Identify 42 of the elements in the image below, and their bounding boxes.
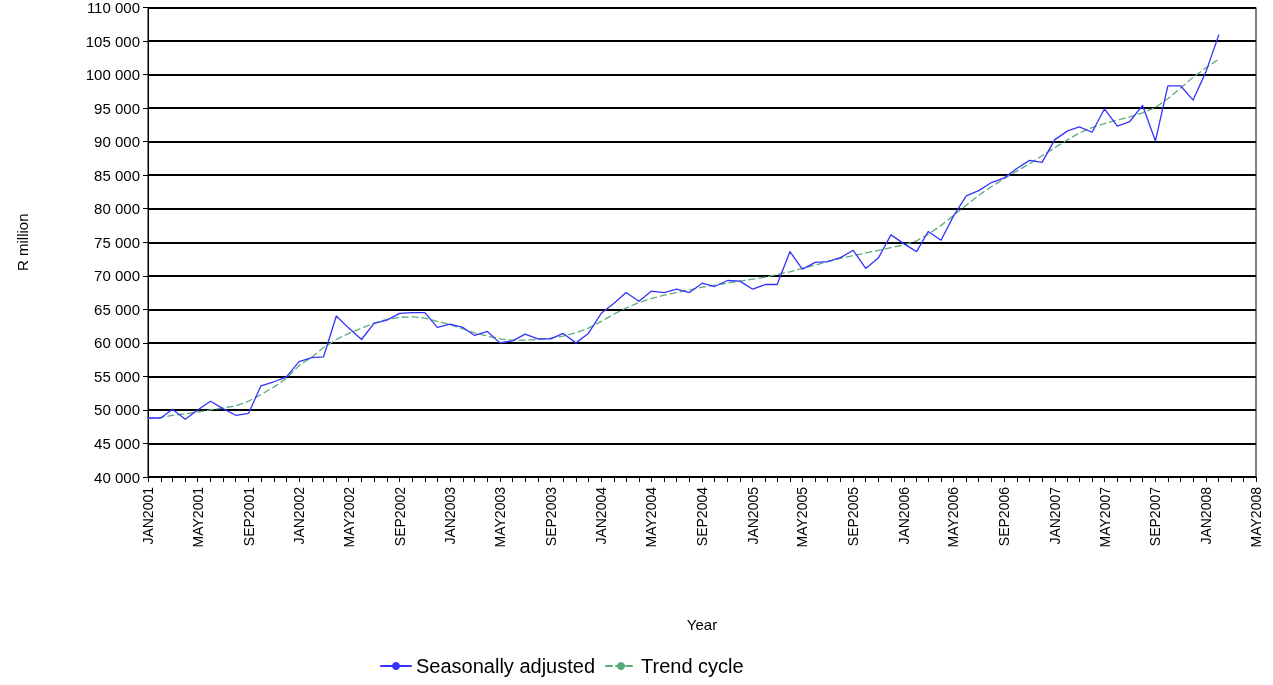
x-tick-label: MAY2008 bbox=[1248, 486, 1264, 548]
y-tick-label: 105 000 bbox=[85, 32, 140, 50]
y-tick-label: 55 000 bbox=[94, 367, 140, 385]
x-tick-label: SEP2005 bbox=[845, 486, 862, 547]
x-tick-label: SEP2002 bbox=[391, 486, 408, 547]
y-tick-label: 45 000 bbox=[94, 434, 140, 452]
x-tick-label: JAN2008 bbox=[1197, 486, 1214, 545]
x-tick-label: JAN2002 bbox=[291, 486, 308, 545]
x-tick-label: MAY2004 bbox=[643, 486, 660, 548]
y-tick-label: 100 000 bbox=[85, 66, 140, 84]
legend-label: Trend cycle bbox=[641, 655, 744, 677]
y-axis-title: R million bbox=[14, 213, 31, 272]
x-tick-label: SEP2003 bbox=[542, 486, 559, 547]
y-tick-label: 90 000 bbox=[94, 133, 140, 151]
x-tick-label: MAY2005 bbox=[794, 486, 811, 548]
legend-label: Seasonally adjusted bbox=[416, 655, 596, 677]
x-tick-label: SEP2001 bbox=[240, 486, 257, 547]
y-tick-label: 70 000 bbox=[94, 267, 140, 285]
y-tick-label: 40 000 bbox=[94, 468, 140, 486]
x-tick-label: MAY2002 bbox=[340, 486, 357, 548]
x-tick-label: MAY2007 bbox=[1096, 486, 1113, 548]
x-tick-label: JAN2003 bbox=[442, 486, 459, 545]
x-tick-label: JAN2006 bbox=[895, 486, 912, 545]
x-tick-label: JAN2007 bbox=[1046, 486, 1063, 545]
x-tick-label: MAY2001 bbox=[189, 486, 206, 548]
y-tick-label: 95 000 bbox=[94, 99, 140, 117]
x-tick-label: MAY2003 bbox=[491, 486, 508, 548]
y-tick-label: 50 000 bbox=[94, 401, 140, 419]
y-tick-label: 65 000 bbox=[94, 300, 140, 318]
x-tick-label: SEP2007 bbox=[1147, 486, 1164, 547]
y-tick-label: 110 000 bbox=[86, 0, 140, 16]
x-tick-label: JAN2004 bbox=[593, 486, 610, 545]
x-tick-label: JAN2005 bbox=[744, 486, 761, 545]
y-tick-label: 80 000 bbox=[94, 200, 140, 218]
y-tick-label: 85 000 bbox=[94, 166, 140, 184]
x-axis-title: Year bbox=[686, 616, 718, 633]
x-tick-label: MAY2006 bbox=[945, 486, 962, 548]
x-tick-label: SEP2006 bbox=[996, 486, 1013, 547]
x-tick-label: JAN2001 bbox=[140, 486, 156, 545]
x-tick-label: SEP2004 bbox=[694, 486, 711, 547]
y-tick-label: 60 000 bbox=[94, 334, 140, 352]
y-tick-label: 75 000 bbox=[94, 233, 140, 251]
